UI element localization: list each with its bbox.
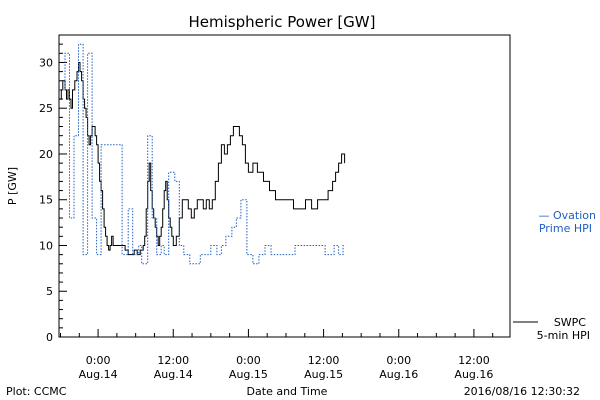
x-tick-label-date: Aug.15 [229, 368, 268, 381]
y-axis: 0 5 10 15 20 25 30 [39, 34, 67, 344]
x-tick-label-time: 12:00 [458, 354, 490, 367]
x-tick-label-time: 0:00 [236, 354, 261, 367]
x-tick-label-date: Aug.15 [304, 368, 343, 381]
y-tick-label: 15 [39, 194, 53, 207]
x-axis-label: Date and Time [247, 385, 328, 398]
x-tick-label-time: 12:00 [157, 354, 189, 367]
y-tick-label: 30 [39, 56, 53, 69]
series-line-ovation-prime-hpi [59, 43, 345, 265]
y-tick-label: 5 [46, 285, 53, 298]
x-tick-label-time: 12:00 [308, 354, 340, 367]
x-tick-label-date: Aug.14 [79, 368, 118, 381]
x-tick-label-date: Aug.16 [454, 368, 493, 381]
legend-swpc-line2: 5-min HPI [537, 329, 590, 342]
y-axis-label: P [GW] [6, 167, 19, 205]
series-layer [59, 43, 346, 265]
chart-title: Hemispheric Power [GW] [189, 13, 376, 31]
plot-frame [58, 34, 511, 338]
legend-ovation-line1: — Ovation [539, 209, 597, 222]
footer-timestamp: 2016/08/16 12:30:32 [464, 385, 580, 398]
footer-plot-credit: Plot: CCMC [6, 385, 67, 398]
x-tick-label-date: Aug.14 [154, 368, 193, 381]
legend: — Ovation Prime HPI SWPC 5-min HPI [513, 209, 596, 342]
y-tick-label: 20 [39, 148, 53, 161]
legend-ovation-line2: Prime HPI [539, 222, 592, 235]
y-tick-label: 25 [39, 102, 53, 115]
x-tick-label-time: 0:00 [86, 354, 111, 367]
legend-swpc-line1: SWPC [554, 316, 586, 329]
y-tick-label: 0 [46, 331, 53, 344]
x-tick-label-date: Aug.16 [379, 368, 418, 381]
series-line-swpc-hpi [59, 62, 346, 256]
x-axis: 0:00Aug.1412:00Aug.140:00Aug.1512:00Aug.… [60, 329, 493, 381]
x-tick-label-time: 0:00 [386, 354, 411, 367]
y-tick-label: 10 [39, 239, 53, 252]
